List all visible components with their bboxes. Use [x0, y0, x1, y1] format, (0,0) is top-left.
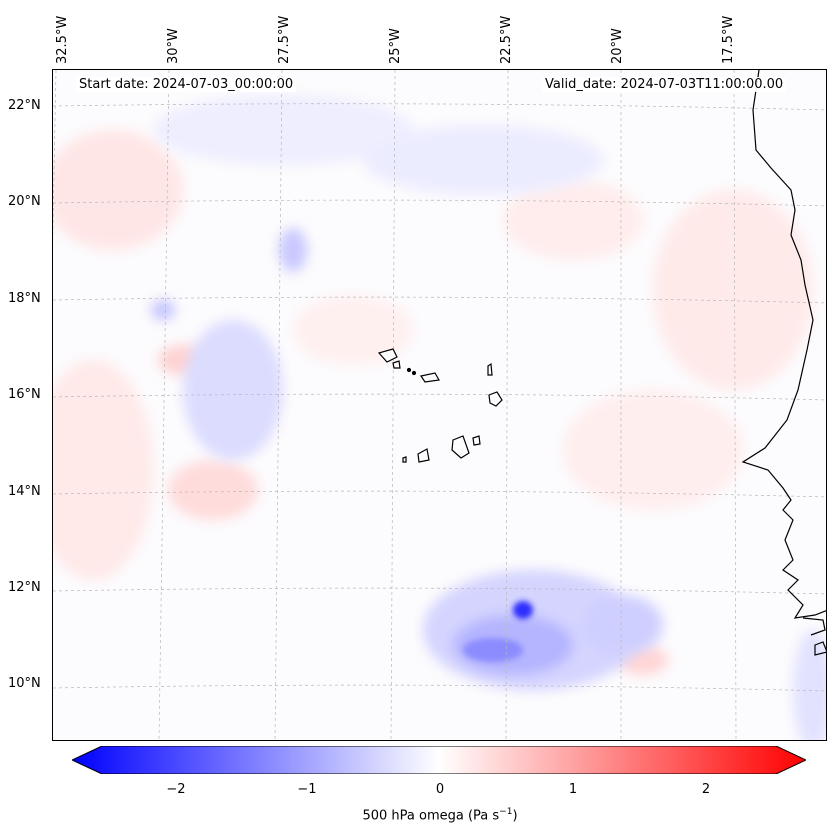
- graticule: [53, 70, 826, 740]
- negative-omega-areas: [151, 95, 826, 740]
- lon-label: 20°W: [610, 28, 625, 64]
- colorbar: [72, 746, 806, 774]
- lat-label: 10°N: [8, 676, 41, 691]
- positive-omega-areas: [53, 130, 813, 675]
- lat-label: 16°N: [8, 387, 41, 402]
- colorbar-tick: −1: [297, 782, 317, 797]
- lat-label: 14°N: [8, 484, 41, 499]
- colorbar-gradient: [72, 746, 806, 774]
- strong-ascent-core: [463, 601, 533, 662]
- start-date-label: Start date: 2024-07-03_00:00:00: [76, 77, 297, 92]
- colorbar-tick: 2: [701, 782, 711, 797]
- lat-label: 20°N: [8, 194, 41, 209]
- colorbar-tick: 0: [435, 782, 445, 797]
- colorbar-tick: 1: [568, 782, 578, 797]
- lat-label: 22°N: [8, 98, 41, 113]
- cape-verde-islands: [377, 348, 503, 463]
- lon-label: 27.5°W: [277, 15, 292, 64]
- map-panel[interactable]: [52, 69, 827, 741]
- lon-label: 22.5°W: [499, 15, 514, 64]
- colorbar-tick: −2: [166, 782, 186, 797]
- lat-label: 12°N: [8, 580, 41, 595]
- lon-label: 30°W: [166, 28, 181, 64]
- lon-label: 25°W: [388, 28, 403, 64]
- lon-label: 32.5°W: [55, 15, 70, 64]
- lon-label: 17.5°W: [721, 15, 736, 64]
- lat-label: 18°N: [8, 291, 41, 306]
- map-canvas: [53, 70, 826, 740]
- colorbar-label: 500 hPa omega (Pa s−1): [362, 807, 518, 824]
- valid-date-label: Valid_date: 2024-07-03T11:00:00.00: [542, 77, 787, 92]
- coastline: [741, 70, 826, 656]
